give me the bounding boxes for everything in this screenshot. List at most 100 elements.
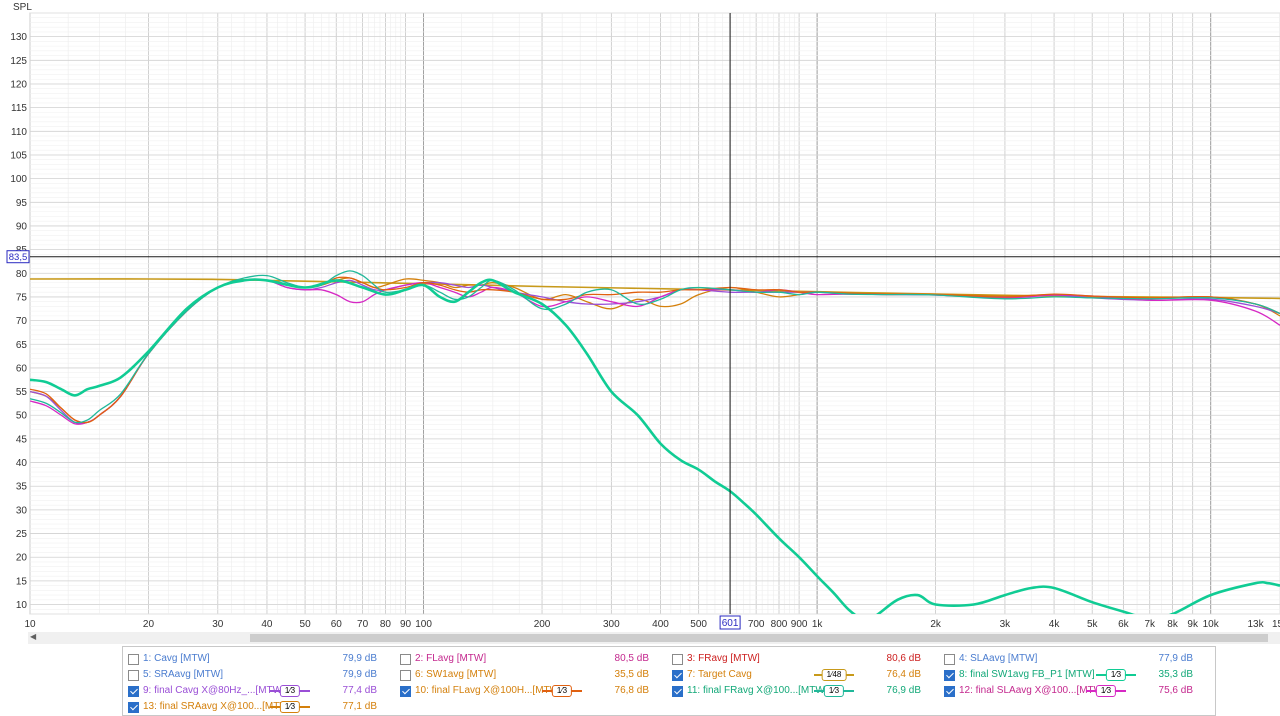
smoothing-label: 1⁄3 (279, 685, 301, 697)
smoothing-indicator[interactable]: 1⁄3 (1086, 685, 1126, 697)
smoothing-indicator[interactable]: 1⁄3 (270, 685, 310, 697)
legend-item-label: 8: final SW1avg FB_P1 [MTW] (959, 669, 1095, 680)
x-tick-label: 15k (1272, 619, 1280, 630)
x-tick-label: 20 (143, 619, 155, 630)
legend-checkbox[interactable] (672, 670, 683, 681)
smoothing-indicator[interactable]: 1⁄3 (1096, 669, 1136, 681)
x-tick-label: 2k (930, 619, 942, 630)
legend-item[interactable]: 11: final FRavg X@100...[MTW] 1⁄3 76,9 dB (672, 683, 940, 699)
x-tick-label: 40 (261, 619, 273, 630)
x-tick-label: 7k (1144, 619, 1156, 630)
legend-item-value: 79,9 dB (342, 653, 377, 664)
legend-item-value: 76,4 dB (886, 669, 921, 680)
x-tick-label: 80 (380, 619, 392, 630)
legend-row: 9: final Cavg X@80Hz_...[MTW] 1⁄3 77,4 dB 1… (123, 683, 1215, 699)
legend-checkbox[interactable] (672, 686, 683, 697)
legend-item-value: 76,9 dB (886, 685, 921, 696)
legend-item-value: 80,6 dB (886, 653, 921, 664)
frequency-response-chart[interactable]: 1015202530354045505560657075808590951001… (0, 0, 1280, 632)
legend-checkbox[interactable] (672, 654, 683, 665)
y-tick-label: 110 (11, 127, 27, 138)
legend-item[interactable]: 7: Target Cavg 1⁄48 76,4 dB (672, 667, 940, 683)
y-tick-label: 10 (16, 600, 28, 611)
smoothing-indicator[interactable]: 1⁄3 (270, 701, 310, 713)
legend-checkbox[interactable] (944, 670, 955, 681)
x-tick-label: 8k (1167, 619, 1179, 630)
legend-item-value: 75,6 dB (1158, 685, 1193, 696)
x-tick-label: 200 (534, 619, 551, 630)
cursor-x-readout-box (719, 615, 741, 630)
smoothing-indicator[interactable]: 1⁄48 (814, 669, 854, 681)
legend-item[interactable]: 12: final SLAavg X@100...[MTW] 1⁄3 75,6 dB (944, 683, 1212, 699)
y-tick-label: 75 (16, 292, 28, 303)
grid (29, 12, 1280, 615)
y-tick-label: 50 (16, 411, 28, 422)
y-axis-label: SPL (13, 2, 32, 13)
legend-item-value: 77,9 dB (1158, 653, 1193, 664)
legend-checkbox[interactable] (400, 686, 411, 697)
legend-checkbox[interactable] (944, 654, 955, 665)
x-tick-label: 100 (415, 619, 432, 630)
x-tick-label: 90 (400, 619, 412, 630)
x-tick-label: 9k (1187, 619, 1199, 630)
legend-item[interactable]: 3: FRavg [MTW] 80,6 dB (672, 651, 940, 667)
legend-item-label: 11: final FRavg X@100...[MTW] (687, 685, 828, 696)
smoothing-label: 1⁄3 (1105, 669, 1127, 681)
legend-item[interactable]: 9: final Cavg X@80Hz_...[MTW] 1⁄3 77,4 dB (128, 683, 396, 699)
x-tick-label: 700 (748, 619, 765, 630)
legend-item-label: 3: FRavg [MTW] (687, 653, 760, 664)
y-tick-label: 35 (16, 482, 28, 493)
smoothing-indicator[interactable]: 1⁄3 (542, 685, 582, 697)
y-tick-label: 105 (10, 150, 27, 161)
cursor-y-readout: 83,5 (9, 252, 28, 263)
series-lines (30, 270, 1280, 614)
x-tick-label: 60 (331, 619, 343, 630)
x-tick-label: 10k (1203, 619, 1220, 630)
y-tick-label: 70 (16, 316, 28, 327)
legend-checkbox[interactable] (128, 654, 139, 665)
x-tick-label: 300 (603, 619, 620, 630)
legend-item[interactable]: 6: SW1avg [MTW] 35,5 dB (400, 667, 668, 683)
legend-checkbox[interactable] (128, 670, 139, 681)
y-tick-label: 60 (16, 363, 28, 374)
x-tick-label: 1k (812, 619, 824, 630)
smoothing-indicator[interactable]: 1⁄3 (814, 685, 854, 697)
legend-checkbox[interactable] (944, 686, 955, 697)
legend-item-label: 5: SRAavg [MTW] (143, 669, 224, 680)
scrollbar-thumb[interactable] (250, 634, 1268, 642)
legend-item[interactable]: 8: final SW1avg FB_P1 [MTW] 1⁄3 35,3 dB (944, 667, 1212, 683)
legend-item-value: 77,4 dB (342, 685, 377, 696)
legend-checkbox[interactable] (128, 686, 139, 697)
legend-item-label: 4: SLAavg [MTW] (959, 653, 1038, 664)
y-tick-label: 25 (16, 529, 28, 540)
cursor[interactable]: 83,5 601 (6, 13, 1280, 630)
legend-checkbox[interactable] (128, 702, 139, 713)
smoothing-label: 1⁄48 (821, 669, 847, 681)
smoothing-label: 1⁄3 (1095, 685, 1117, 697)
legend-item-label: 9: final Cavg X@80Hz_...[MTW] (143, 685, 285, 696)
y-tick-label: 125 (10, 56, 27, 67)
legend-item-value: 79,9 dB (342, 669, 377, 680)
x-tick-label: 3k (1000, 619, 1012, 630)
legend-checkbox[interactable] (400, 654, 411, 665)
legend-item[interactable]: 1: Cavg [MTW] 79,9 dB (128, 651, 396, 667)
legend-item-value: 76,8 dB (614, 685, 649, 696)
x-tick-label: 900 (791, 619, 808, 630)
scroll-left-arrow-icon[interactable]: ◀ (30, 632, 37, 641)
legend-item-value: 35,3 dB (1158, 669, 1193, 680)
x-tick-label: 500 (690, 619, 707, 630)
series-line-6 (30, 270, 1280, 424)
legend-item-value: 77,1 dB (342, 701, 377, 712)
legend-item[interactable]: 13: final SRAavg X@100...[MTW] 1⁄3 77,1 dB (128, 699, 396, 715)
legend-item[interactable]: 4: SLAavg [MTW] 77,9 dB (944, 651, 1212, 667)
y-tick-label: 115 (11, 103, 27, 114)
legend-item-label: 13: final SRAavg X@100...[MTW] (143, 701, 292, 712)
legend-item[interactable]: 5: SRAavg [MTW] 79,9 dB (128, 667, 396, 683)
horizontal-scrollbar[interactable]: ◀ (28, 632, 1280, 644)
y-tick-label: 30 (16, 505, 28, 516)
legend-item[interactable]: 10: final FLavg X@100H...[MTW] 1⁄3 76,8 dB (400, 683, 668, 699)
legend-item-value: 80,5 dB (614, 653, 649, 664)
legend-checkbox[interactable] (400, 670, 411, 681)
legend-item[interactable]: 2: FLavg [MTW] 80,5 dB (400, 651, 668, 667)
series-line-7 (30, 278, 1280, 614)
